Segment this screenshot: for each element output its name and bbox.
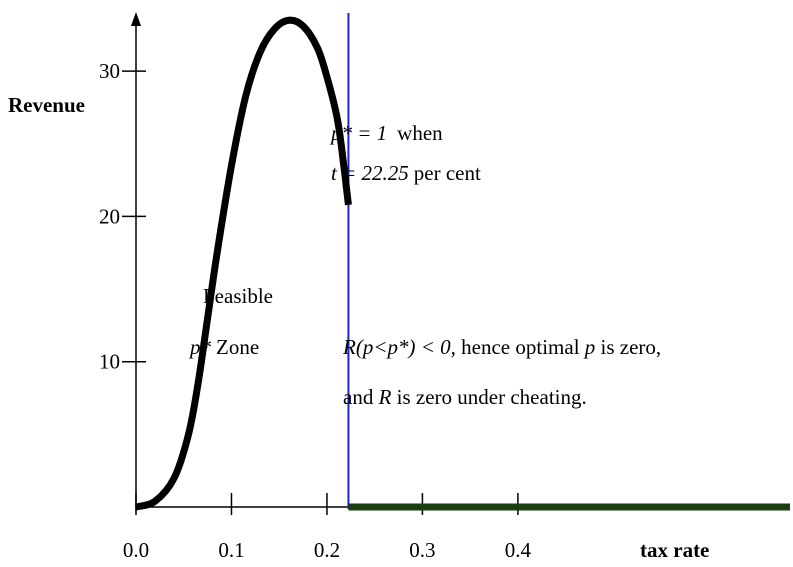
annotation-feasible-line1: Feasible	[203, 284, 273, 308]
x-tick-label: 0.3	[409, 538, 435, 562]
y-tick-label: 20	[99, 204, 120, 228]
x-tick-label: 0.1	[218, 538, 244, 562]
annotation-cheating-line1: R(p<p*) < 0, hence optimal p is zero,	[342, 335, 661, 359]
x-tick-label: 0.2	[314, 538, 340, 562]
x-tick-label: 0.4	[505, 538, 532, 562]
revenue-curve	[134, 16, 352, 511]
annotation-optimum-line1: p* = 1 when	[329, 121, 443, 145]
annotation-feasible-line2: p* Zone	[188, 335, 259, 359]
y-axis-label: Revenue	[8, 93, 85, 117]
annotation-optimum-line2: t = 22.25 per cent	[331, 161, 481, 185]
x-axis-label: tax rate	[640, 538, 709, 562]
x-tick-label: 0.0	[123, 538, 149, 562]
y-tick-label: 30	[99, 59, 120, 83]
y-tick-label: 10	[99, 350, 120, 374]
annotation-cheating-line2: and R is zero under cheating.	[343, 385, 587, 409]
y-axis-arrow	[131, 12, 141, 26]
